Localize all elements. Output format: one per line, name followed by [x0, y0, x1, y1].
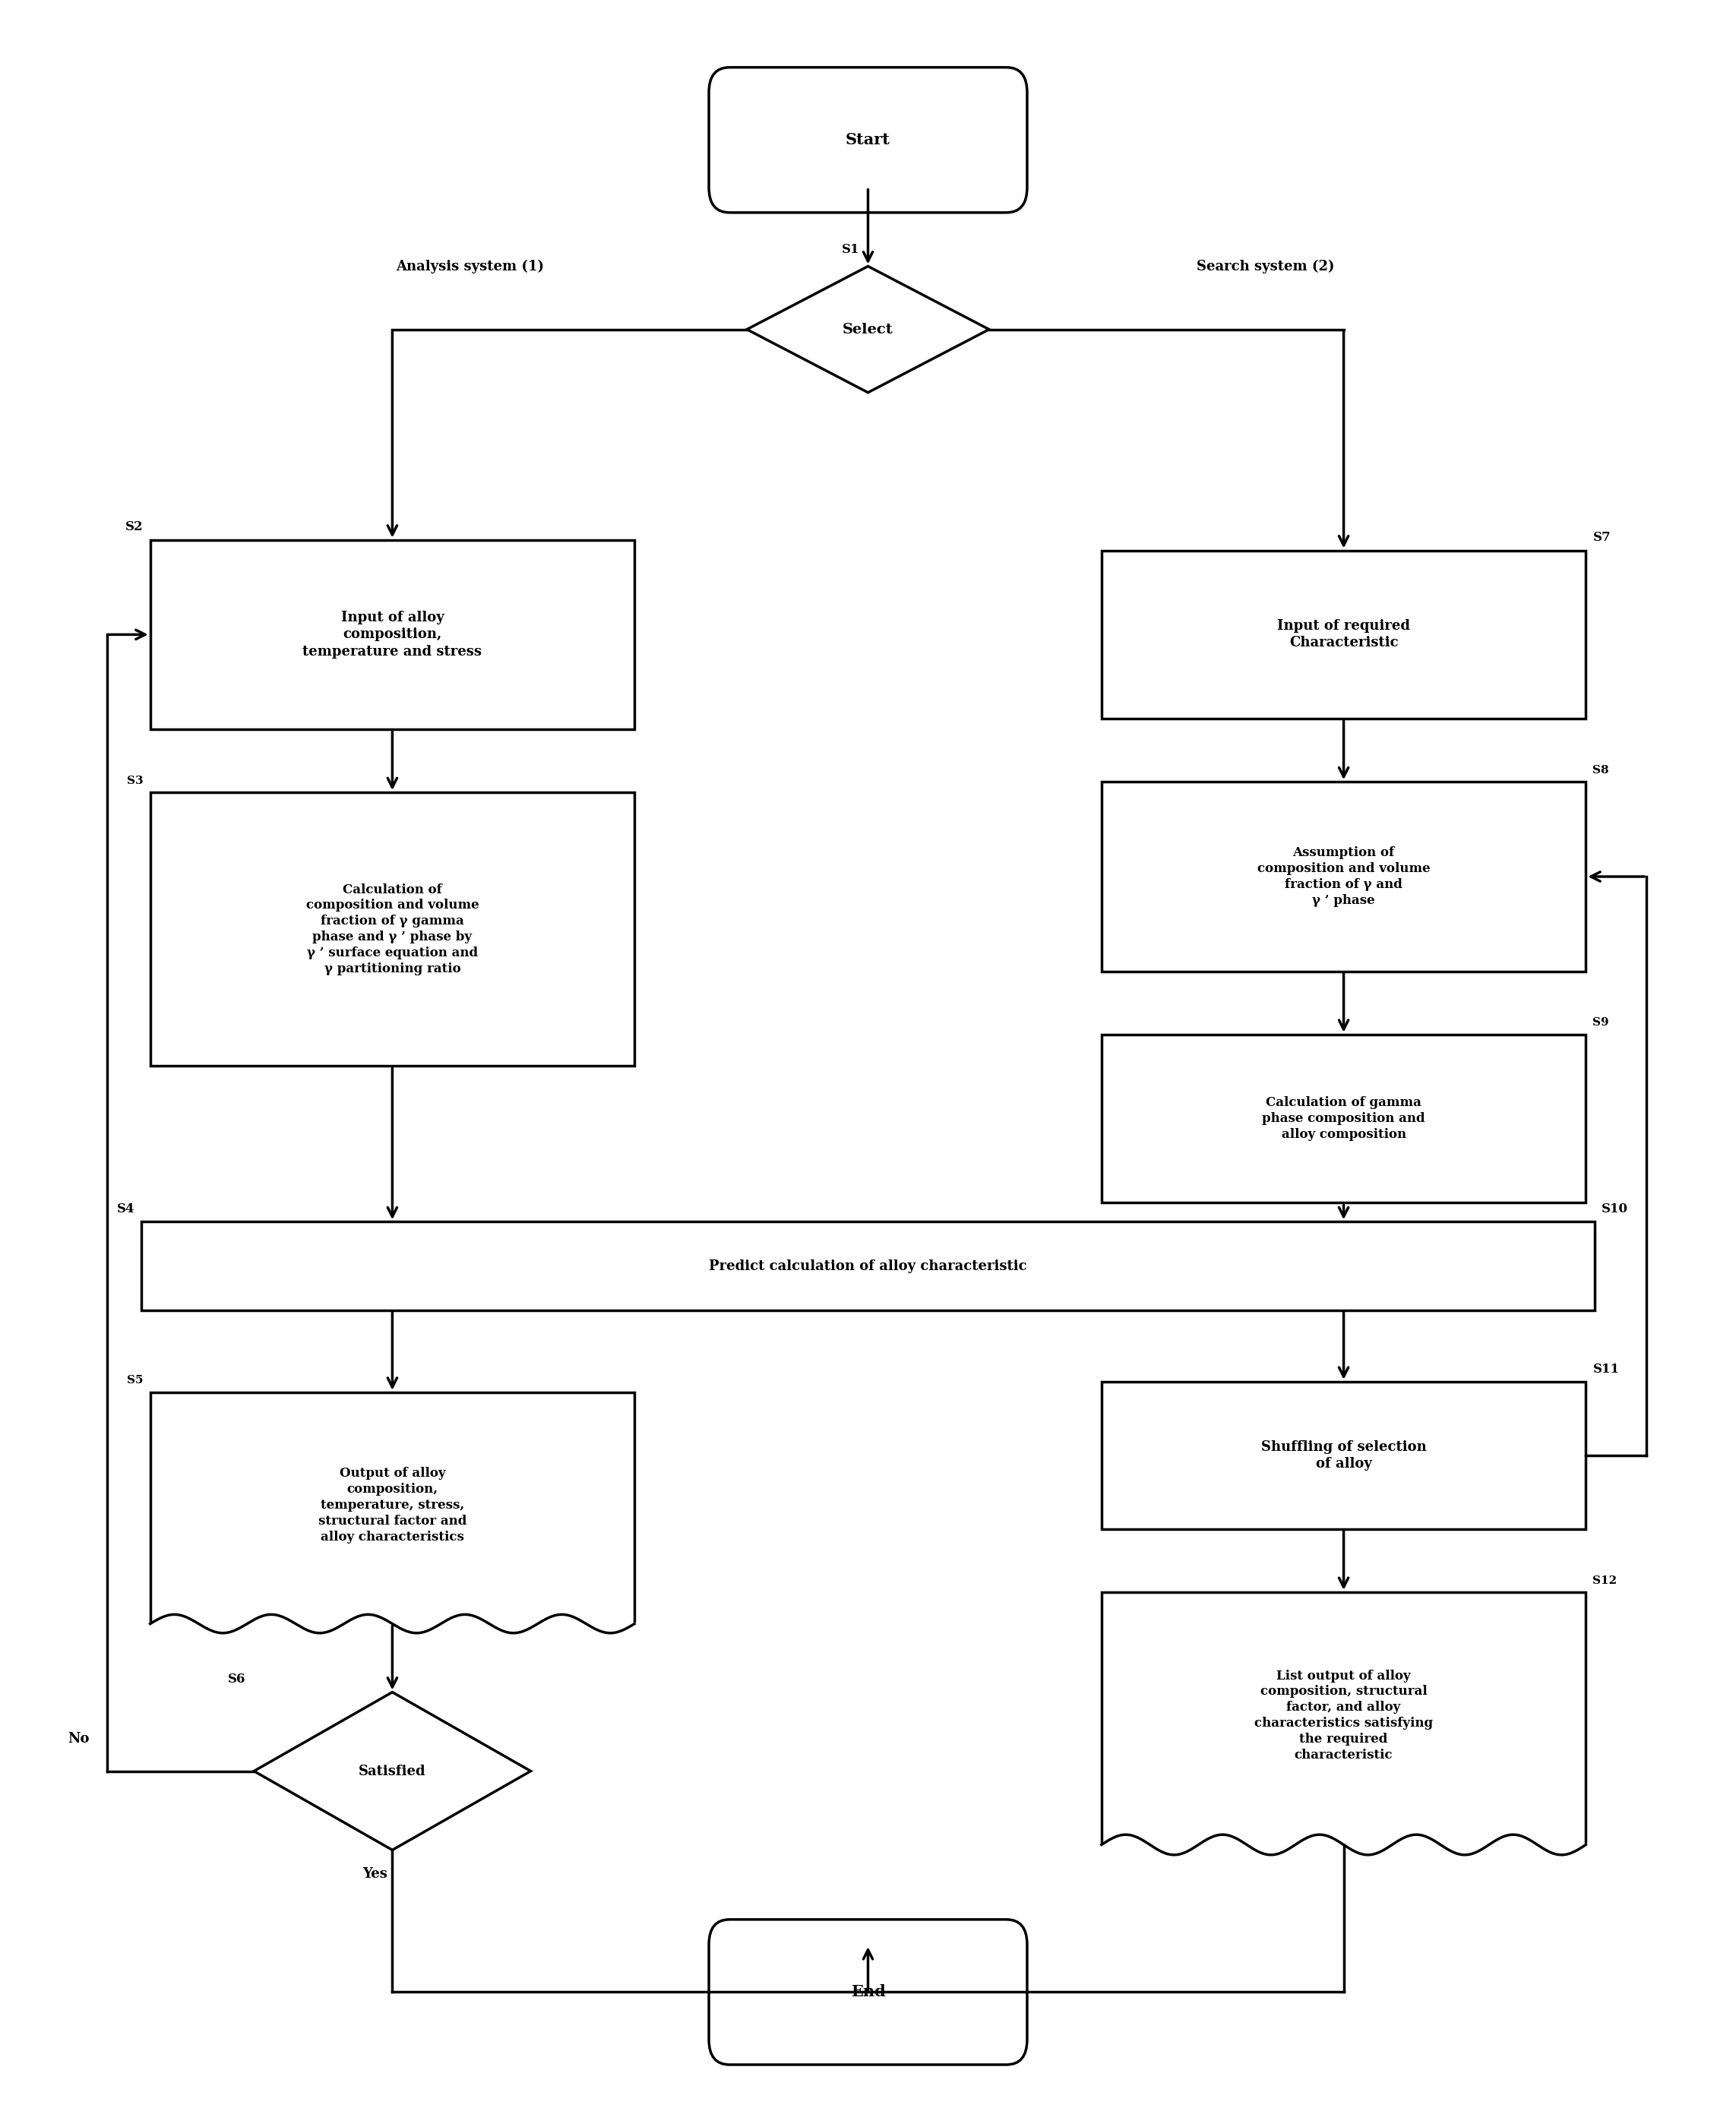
Text: Input of alloy
composition,
temperature and stress: Input of alloy composition, temperature … [302, 610, 483, 659]
Text: Select: Select [842, 323, 894, 336]
Text: S9: S9 [1592, 1018, 1609, 1028]
Text: Yes: Yes [363, 1866, 387, 1881]
Text: Shuffling of selection
of alloy: Shuffling of selection of alloy [1260, 1440, 1427, 1471]
Text: S2: S2 [125, 521, 144, 534]
Text: S6: S6 [227, 1672, 245, 1687]
Text: Search system (2): Search system (2) [1196, 260, 1335, 272]
Text: Predict calculation of alloy characteristic: Predict calculation of alloy characteris… [708, 1258, 1028, 1273]
Bar [1102, 781, 1585, 971]
Bar [151, 1393, 634, 1623]
FancyBboxPatch shape [708, 1919, 1028, 2065]
Text: Start: Start [845, 133, 891, 148]
Text: No: No [68, 1733, 90, 1746]
Bar [1102, 1592, 1585, 1845]
Bar [151, 540, 634, 728]
Text: Calculation of
composition and volume
fraction of γ gamma
phase and γ ’ phase by: Calculation of composition and volume fr… [306, 882, 479, 975]
Bar [1102, 1034, 1585, 1203]
Text: Input of required
Characteristic: Input of required Characteristic [1278, 619, 1410, 650]
Text: Analysis system (1): Analysis system (1) [396, 260, 545, 272]
Text: List output of alloy
composition, structural
factor, and alloy
characteristics s: List output of alloy composition, struct… [1255, 1670, 1432, 1761]
Text: Assumption of
composition and volume
fraction of γ and
γ ’ phase: Assumption of composition and volume fra… [1257, 847, 1430, 908]
Text: S3: S3 [127, 775, 144, 785]
Text: End: End [851, 1984, 885, 1999]
Bar [142, 1222, 1594, 1311]
Text: Satisfied: Satisfied [359, 1765, 425, 1777]
Text: S10: S10 [1601, 1203, 1628, 1216]
FancyBboxPatch shape [708, 68, 1028, 213]
Text: S12: S12 [1592, 1575, 1618, 1585]
Text: S4: S4 [116, 1203, 135, 1216]
Text: S11: S11 [1592, 1362, 1620, 1376]
Text: Calculation of gamma
phase composition and
alloy composition: Calculation of gamma phase composition a… [1262, 1096, 1425, 1140]
Polygon shape [253, 1693, 531, 1849]
Text: S5: S5 [127, 1374, 144, 1387]
Text: S8: S8 [1592, 764, 1609, 775]
Text: S1: S1 [842, 243, 859, 255]
Text: S7: S7 [1592, 532, 1611, 545]
Bar [151, 792, 634, 1066]
Polygon shape [746, 266, 990, 393]
Text: Output of alloy
composition,
temperature, stress,
structural factor and
alloy ch: Output of alloy composition, temperature… [318, 1467, 467, 1543]
Bar [1102, 551, 1585, 718]
Bar [1102, 1383, 1585, 1528]
